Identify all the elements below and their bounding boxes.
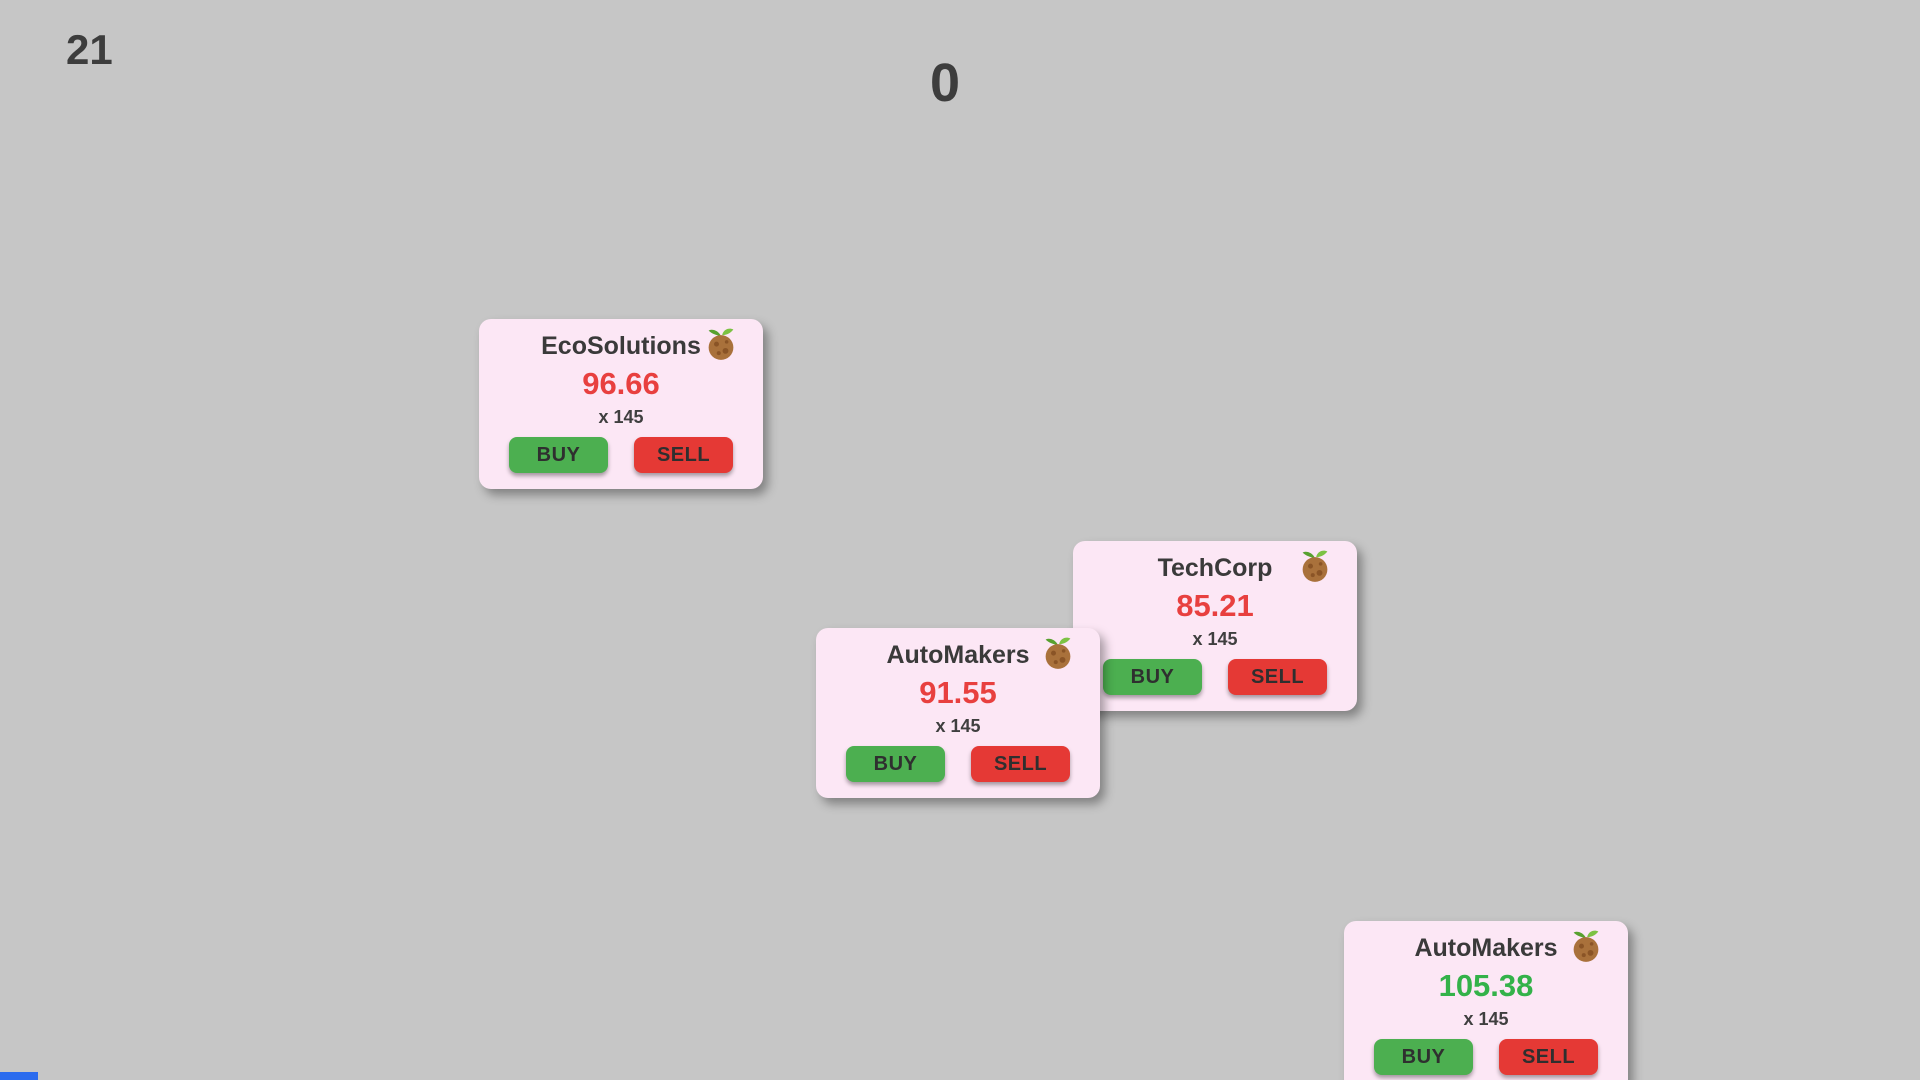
sell-button[interactable]: SELL [634,437,733,473]
stock-price: 85.21 [1176,588,1254,623]
stock-price: 105.38 [1438,968,1534,1003]
stock-card-automakers-2: AutoMakers 105.38 x 145 BUY SELL [1344,921,1628,1080]
buy-button[interactable]: BUY [1374,1039,1473,1075]
stock-card-automakers: AutoMakers 91.55 x 145 BUY SELL [816,628,1100,798]
stock-name: AutoMakers [886,641,1030,669]
bottom-left-blue-strip [0,1072,38,1080]
card-actions: BUY SELL [479,437,763,473]
coconut-icon [1297,547,1333,583]
sell-button[interactable]: SELL [971,746,1070,782]
coconut-icon [1568,927,1604,963]
stock-name: AutoMakers [1414,934,1558,962]
stock-card-techcorp: TechCorp 85.21 x 145 BUY SELL [1073,541,1357,711]
center-counter: 0 [929,53,961,113]
stock-quantity: x 145 [935,716,981,736]
card-actions: BUY SELL [816,746,1100,782]
card-actions: BUY SELL [1344,1039,1628,1075]
stock-quantity: x 145 [1192,629,1238,649]
sell-button[interactable]: SELL [1499,1039,1598,1075]
stock-card-ecosolutions: EcoSolutions 96.66 x 145 BUY SELL [479,319,763,489]
coconut-icon [1040,634,1076,670]
stock-price: 91.55 [919,675,997,710]
buy-button[interactable]: BUY [1103,659,1202,695]
buy-button[interactable]: BUY [509,437,608,473]
sell-button[interactable]: SELL [1228,659,1327,695]
coconut-icon [703,325,739,361]
card-actions: BUY SELL [1073,659,1357,695]
buy-button[interactable]: BUY [846,746,945,782]
stock-quantity: x 145 [598,407,644,427]
stock-name: EcoSolutions [541,332,701,360]
stock-name: TechCorp [1157,554,1273,582]
stock-price: 96.66 [582,366,660,401]
score-counter: 21 [66,26,113,73]
stock-quantity: x 145 [1463,1009,1509,1029]
